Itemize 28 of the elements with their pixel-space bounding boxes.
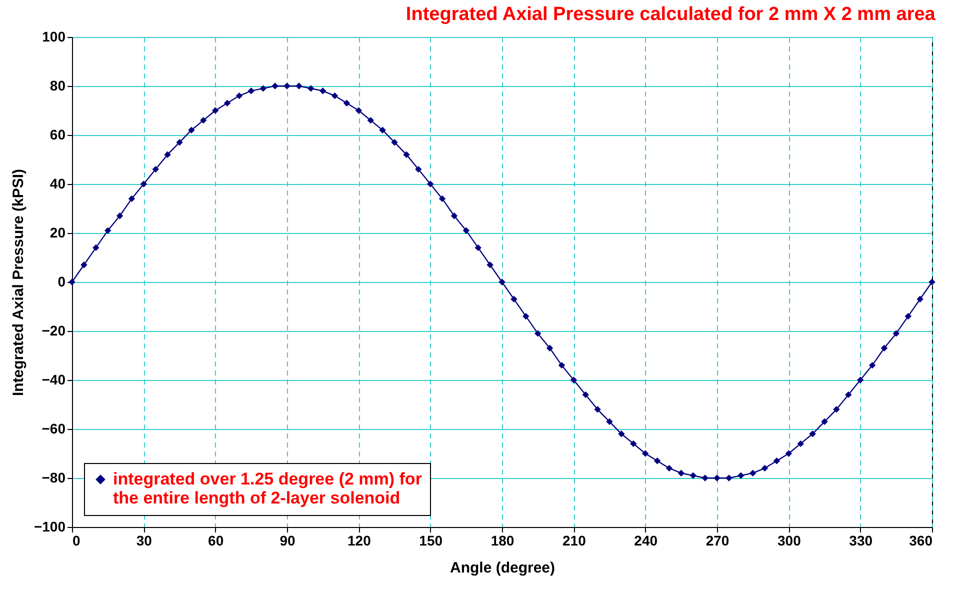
y-tick-label: −60 [42,420,66,436]
x-tick-label: 0 [72,532,80,548]
y-tick-label: 60 [50,126,66,142]
y-tick-label: 100 [42,28,66,44]
x-tick-label: 300 [777,532,802,548]
y-tick-label: −100 [34,518,66,534]
x-tick-label: 270 [706,532,730,548]
x-tick-label: 60 [208,532,224,548]
y-axis-title: Integrated Axial Pressure (kPSI) [10,168,27,396]
y-tick-label: −80 [42,470,66,486]
x-tick-label: 120 [347,532,372,548]
legend-label: integrated over 1.25 degree (2 mm) for the entire length of 2-layer solenoid [113,470,422,508]
y-tick-label: −20 [42,322,66,338]
chart-title: Integrated Axial Pressure calculated for 2 mm X 2 mm area [406,4,936,25]
x-tick-label: 30 [136,532,152,548]
x-tick-label: 90 [280,532,296,548]
y-tick-label: 40 [50,176,66,192]
y-tick-label: 20 [50,224,66,240]
x-tick-label: 150 [419,532,443,548]
x-tick-label: 180 [490,532,514,548]
x-tick-label: 360 [909,532,933,548]
y-tick-label: 0 [58,274,66,290]
y-tick-label: −40 [42,372,66,388]
x-tick-label: 330 [849,532,873,548]
y-tick-label: 80 [50,78,66,94]
x-tick-label: 210 [562,532,586,548]
x-tick-label: 240 [634,532,658,548]
x-axis-title: Angle (degree) [450,560,556,576]
